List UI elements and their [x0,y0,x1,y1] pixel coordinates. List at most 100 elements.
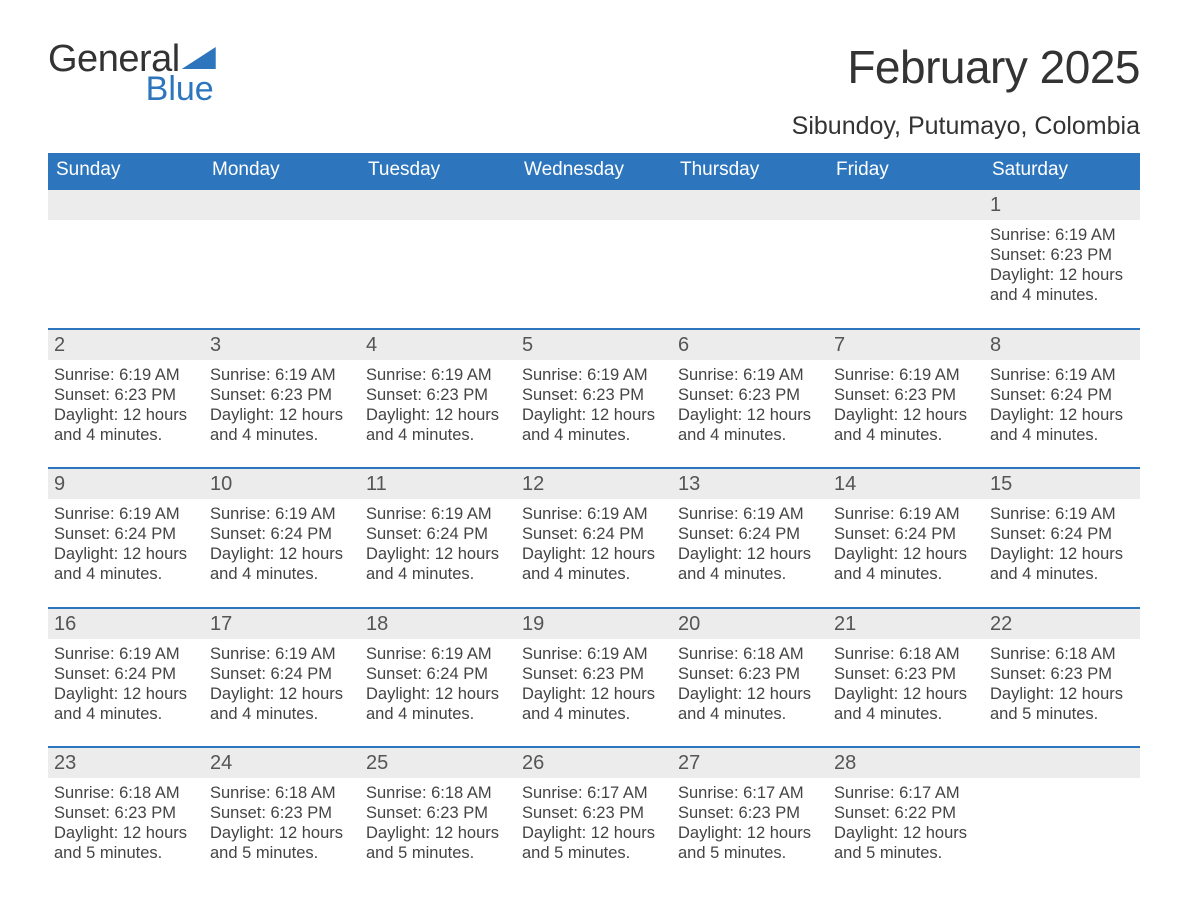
day-number-band: 3 [204,330,360,360]
daylight2-line: and 5 minutes. [366,843,510,863]
daylight2-line: and 4 minutes. [54,425,198,445]
day-details [516,220,672,247]
daylight1-line: Daylight: 12 hours [210,405,354,425]
day-details: Sunrise: 6:19 AMSunset: 6:24 PMDaylight:… [204,639,360,747]
sunrise-line: Sunrise: 6:18 AM [366,783,510,803]
daylight1-line: Daylight: 12 hours [834,405,978,425]
daylight1-line: Daylight: 12 hours [678,684,822,704]
daylight2-line: and 4 minutes. [522,425,666,445]
sunrise-line: Sunrise: 6:19 AM [678,365,822,385]
day-details: Sunrise: 6:18 AMSunset: 6:23 PMDaylight:… [204,778,360,886]
day-details: Sunrise: 6:18 AMSunset: 6:23 PMDaylight:… [48,778,204,886]
sunset-line: Sunset: 6:23 PM [678,385,822,405]
calendar-day-cell: 17Sunrise: 6:19 AMSunset: 6:24 PMDayligh… [204,608,360,748]
sunrise-line: Sunrise: 6:19 AM [522,644,666,664]
day-details: Sunrise: 6:18 AMSunset: 6:23 PMDaylight:… [984,639,1140,747]
day-details: Sunrise: 6:19 AMSunset: 6:24 PMDaylight:… [828,499,984,607]
sunset-line: Sunset: 6:23 PM [210,385,354,405]
day-number-band: 6 [672,330,828,360]
daylight2-line: and 4 minutes. [990,564,1134,584]
daylight1-line: Daylight: 12 hours [366,684,510,704]
page-title: February 2025 [847,40,1140,94]
sunrise-line: Sunrise: 6:19 AM [366,504,510,524]
sunset-line: Sunset: 6:23 PM [522,385,666,405]
day-number-band: 26 [516,748,672,778]
sunset-line: Sunset: 6:23 PM [210,803,354,823]
day-details: Sunrise: 6:19 AMSunset: 6:24 PMDaylight:… [204,499,360,607]
sunset-line: Sunset: 6:24 PM [834,524,978,544]
sunrise-line: Sunrise: 6:18 AM [678,644,822,664]
daylight2-line: and 4 minutes. [678,425,822,445]
calendar-day-cell: 7Sunrise: 6:19 AMSunset: 6:23 PMDaylight… [828,329,984,469]
calendar-day-cell: 6Sunrise: 6:19 AMSunset: 6:23 PMDaylight… [672,329,828,469]
calendar-day-cell: 22Sunrise: 6:18 AMSunset: 6:23 PMDayligh… [984,608,1140,748]
daylight2-line: and 4 minutes. [366,425,510,445]
daylight2-line: and 4 minutes. [54,564,198,584]
calendar-day-cell: 19Sunrise: 6:19 AMSunset: 6:23 PMDayligh… [516,608,672,748]
col-header: Sunday [48,153,204,189]
day-number-band: 2 [48,330,204,360]
sunrise-line: Sunrise: 6:19 AM [210,504,354,524]
day-number-band: 23 [48,748,204,778]
calendar-day-cell: 3Sunrise: 6:19 AMSunset: 6:23 PMDaylight… [204,329,360,469]
day-details: Sunrise: 6:18 AMSunset: 6:23 PMDaylight:… [672,639,828,747]
calendar-day-cell: 5Sunrise: 6:19 AMSunset: 6:23 PMDaylight… [516,329,672,469]
day-details: Sunrise: 6:19 AMSunset: 6:24 PMDaylight:… [360,639,516,747]
day-number-band: 16 [48,609,204,639]
daylight1-line: Daylight: 12 hours [522,405,666,425]
day-details [48,220,204,247]
calendar-day-cell: 2Sunrise: 6:19 AMSunset: 6:23 PMDaylight… [48,329,204,469]
sunrise-line: Sunrise: 6:17 AM [522,783,666,803]
calendar-day-cell [984,747,1140,886]
daylight2-line: and 4 minutes. [834,564,978,584]
daylight1-line: Daylight: 12 hours [366,544,510,564]
sunrise-line: Sunrise: 6:19 AM [54,504,198,524]
day-number-band: 14 [828,469,984,499]
daylight1-line: Daylight: 12 hours [834,544,978,564]
sunset-line: Sunset: 6:23 PM [366,385,510,405]
daylight2-line: and 4 minutes. [990,285,1134,305]
day-details [204,220,360,247]
sunset-line: Sunset: 6:23 PM [834,664,978,684]
header: General Blue February 2025 [48,40,1140,106]
daylight2-line: and 5 minutes. [834,843,978,863]
sunset-line: Sunset: 6:23 PM [678,664,822,684]
day-details: Sunrise: 6:17 AMSunset: 6:23 PMDaylight:… [672,778,828,886]
daylight1-line: Daylight: 12 hours [522,544,666,564]
calendar-day-cell: 8Sunrise: 6:19 AMSunset: 6:24 PMDaylight… [984,329,1140,469]
calendar-day-cell: 4Sunrise: 6:19 AMSunset: 6:23 PMDaylight… [360,329,516,469]
sunset-line: Sunset: 6:24 PM [54,664,198,684]
daylight2-line: and 4 minutes. [678,564,822,584]
day-number-band: 1 [984,190,1140,220]
daylight1-line: Daylight: 12 hours [522,684,666,704]
day-details: Sunrise: 6:19 AMSunset: 6:24 PMDaylight:… [48,639,204,747]
day-number-band: 19 [516,609,672,639]
day-number-band [204,190,360,220]
day-number-band: 24 [204,748,360,778]
sunrise-line: Sunrise: 6:18 AM [54,783,198,803]
calendar-day-cell: 28Sunrise: 6:17 AMSunset: 6:22 PMDayligh… [828,747,984,886]
calendar-day-cell [828,189,984,329]
day-number-band [516,190,672,220]
calendar-day-cell: 18Sunrise: 6:19 AMSunset: 6:24 PMDayligh… [360,608,516,748]
sunrise-line: Sunrise: 6:18 AM [990,644,1134,664]
day-number-band [360,190,516,220]
day-number-band: 18 [360,609,516,639]
calendar-day-cell: 25Sunrise: 6:18 AMSunset: 6:23 PMDayligh… [360,747,516,886]
calendar-day-cell: 21Sunrise: 6:18 AMSunset: 6:23 PMDayligh… [828,608,984,748]
daylight1-line: Daylight: 12 hours [834,823,978,843]
day-details: Sunrise: 6:19 AMSunset: 6:23 PMDaylight:… [516,639,672,747]
sunrise-line: Sunrise: 6:17 AM [834,783,978,803]
day-number-band: 12 [516,469,672,499]
sunset-line: Sunset: 6:24 PM [990,385,1134,405]
calendar-day-cell: 14Sunrise: 6:19 AMSunset: 6:24 PMDayligh… [828,468,984,608]
day-number-band: 8 [984,330,1140,360]
sunset-line: Sunset: 6:23 PM [678,803,822,823]
day-number-band [828,190,984,220]
daylight2-line: and 5 minutes. [210,843,354,863]
day-number-band: 13 [672,469,828,499]
col-header: Wednesday [516,153,672,189]
day-number-band: 25 [360,748,516,778]
daylight2-line: and 5 minutes. [522,843,666,863]
calendar-week-row: 2Sunrise: 6:19 AMSunset: 6:23 PMDaylight… [48,329,1140,469]
